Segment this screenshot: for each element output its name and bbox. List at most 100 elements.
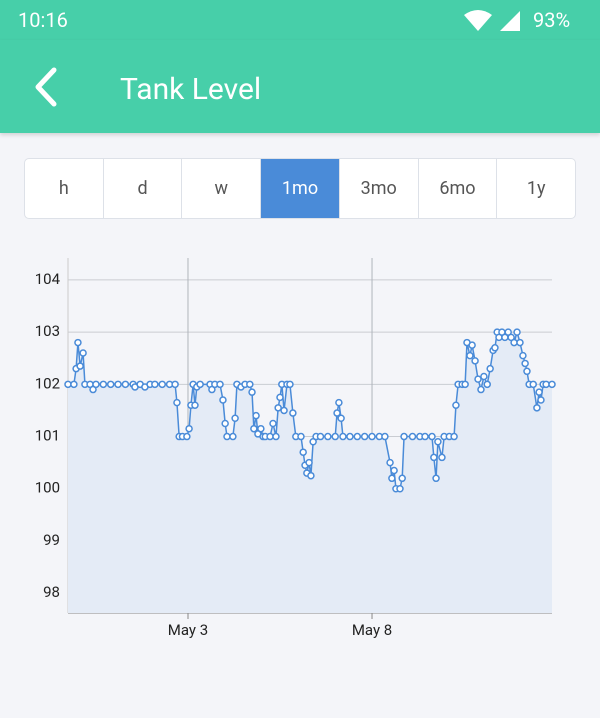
point (64, 380, 72, 389)
point (92, 380, 100, 389)
point (305, 458, 313, 467)
point (483, 380, 491, 389)
point (297, 432, 305, 441)
point (79, 349, 87, 357)
y-tick-label: 104 (35, 270, 61, 288)
point (400, 432, 408, 441)
point (70, 380, 78, 389)
range-tabs: h d w 1mo 3mo 6mo 1y (24, 158, 576, 219)
point (510, 338, 518, 347)
range-tab[interactable]: 3mo (340, 159, 419, 218)
point (76, 362, 84, 370)
range-tab[interactable]: h (25, 159, 104, 218)
status-bar: 10:16 93% (0, 0, 600, 40)
x-tick-label: May 8 (352, 621, 392, 639)
point (276, 393, 284, 402)
point (452, 401, 460, 409)
point (331, 432, 339, 441)
point (381, 432, 389, 441)
range-tab[interactable]: 6mo (419, 159, 498, 218)
title: Tank Level (120, 72, 262, 107)
point (428, 432, 436, 441)
point (432, 474, 440, 483)
point (173, 398, 181, 407)
point (216, 380, 224, 389)
point (248, 388, 256, 396)
point (185, 424, 193, 433)
point (461, 380, 469, 389)
back-button[interactable] (30, 66, 64, 108)
point (280, 406, 288, 415)
point (114, 380, 122, 389)
point (219, 396, 227, 404)
point (221, 419, 229, 428)
point (324, 432, 332, 441)
range-tab[interactable]: 1mo (261, 159, 340, 218)
point (537, 396, 545, 404)
point (272, 432, 280, 441)
point (333, 409, 341, 417)
y-tick-label: 103 (35, 322, 60, 340)
y-tick-label: 101 (35, 427, 60, 445)
point (408, 432, 417, 441)
point (335, 398, 343, 407)
y-tick-label: 99 (43, 531, 60, 549)
point (386, 458, 394, 467)
point (474, 375, 482, 383)
point (466, 351, 474, 360)
point (191, 401, 199, 409)
point (121, 380, 130, 389)
point (535, 388, 543, 396)
point (353, 432, 362, 441)
point (158, 380, 166, 389)
point (307, 471, 315, 480)
point (486, 364, 494, 373)
point (529, 380, 537, 389)
point (299, 448, 307, 456)
point (533, 404, 541, 412)
point (360, 432, 369, 441)
chart: 98 99 100 101 102 103 104 May 3 May 8 (35, 258, 556, 639)
point (542, 380, 550, 389)
point (74, 338, 82, 347)
x-tick-label: May 3 (168, 621, 208, 639)
point (450, 432, 458, 441)
point (398, 474, 406, 483)
point (421, 432, 429, 441)
point (269, 419, 277, 428)
point (523, 367, 531, 376)
point (346, 432, 354, 441)
point (434, 438, 442, 446)
point (516, 338, 524, 347)
point (480, 372, 488, 381)
point (286, 380, 294, 389)
range-tab[interactable]: 1y (526, 178, 546, 199)
point (368, 432, 376, 441)
point (196, 380, 204, 389)
y-tick-label: 98 (43, 583, 60, 601)
point (339, 432, 347, 441)
point (266, 432, 274, 441)
point (513, 328, 521, 336)
point (252, 411, 260, 420)
time: 10:16 (18, 8, 68, 32)
point (396, 485, 404, 493)
point (430, 453, 438, 462)
point (519, 351, 527, 360)
point (477, 385, 485, 394)
point (99, 380, 108, 389)
point (289, 409, 297, 417)
point (151, 380, 159, 389)
status-icons (464, 10, 520, 31)
app-bar: Tank Level (0, 40, 600, 133)
y-tick-label: 102 (35, 374, 60, 392)
point (257, 424, 265, 433)
point (390, 466, 398, 475)
range-tab[interactable]: w (182, 159, 262, 218)
range-tab[interactable]: d (104, 159, 183, 218)
point (388, 474, 396, 483)
point (438, 453, 446, 462)
y-tick-label: 100 (35, 479, 60, 497)
point (246, 380, 254, 389)
